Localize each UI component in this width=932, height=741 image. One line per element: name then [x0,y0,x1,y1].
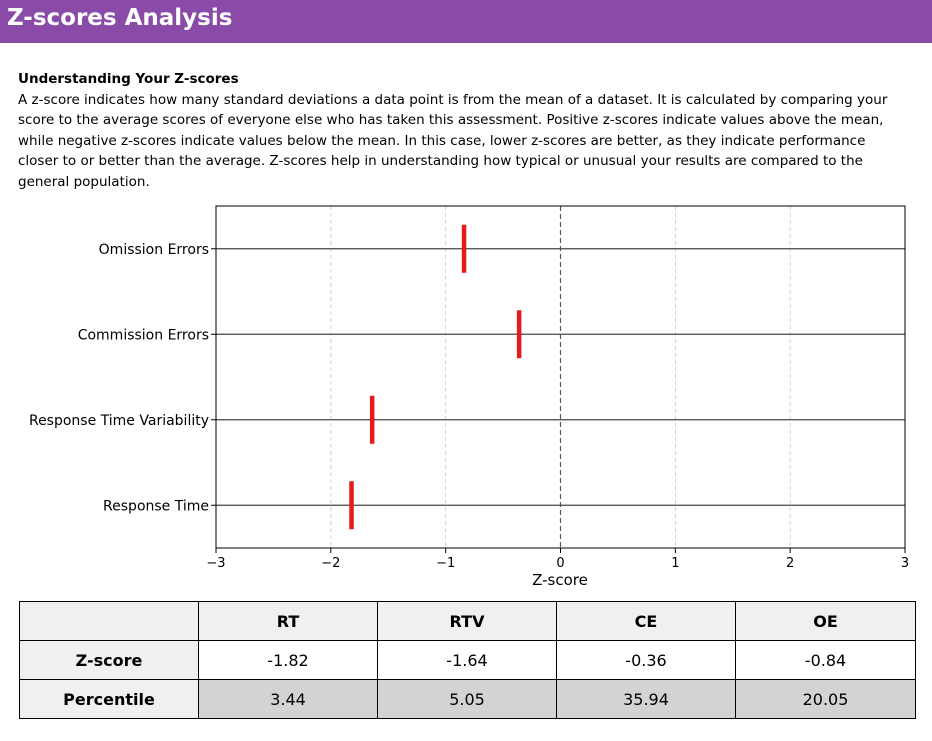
x-tick-label: 1 [671,556,679,571]
table-cell: -1.82 [198,640,378,680]
intro-heading: Understanding Your Z-scores [18,71,239,87]
zscore-chart: Omission Errors Commission Errors Response… [29,205,909,589]
x-tick-label: 2 [786,556,794,571]
table-header-cell: OE [735,601,916,641]
x-tick-label: 0 [556,556,564,571]
y-tick-label: Response Time [103,498,209,514]
row-label: Percentile [19,679,199,719]
table-cell: 20.05 [735,679,916,719]
chart-markers [349,224,522,530]
table-cell: -0.84 [735,640,916,680]
x-tick-label: −2 [321,556,340,571]
page-title: Z-scores Analysis [7,5,233,31]
table-header-cell: RTV [377,601,557,641]
x-tick-label: −1 [436,556,455,571]
table-header-cell [19,601,199,641]
row-label: Z-score [19,640,199,680]
table-cell: -1.64 [377,640,557,680]
table-header-row: RT RTV CE OE [19,601,916,641]
x-tick-label: −3 [206,556,225,571]
table-cell: 5.05 [377,679,557,719]
x-tick-label: 3 [901,556,909,571]
chart-y-labels: Omission Errors Commission Errors Response… [29,242,216,514]
table-header-cell: CE [556,601,736,641]
intro-body: A z-score indicates how many standard de… [18,91,888,190]
x-axis-label: Z-score [532,571,588,589]
chart-gridlines [330,206,791,548]
table-cell: -0.36 [556,640,736,680]
table-header-cell: RT [198,601,378,641]
table-row: Z-score -1.82 -1.64 -0.36 -0.84 [19,640,916,680]
table-cell: 3.44 [198,679,378,719]
chart-x-ticks: −3 −2 −1 0 1 2 3 [206,548,909,571]
table-cell: 35.94 [556,679,736,719]
table-row: Percentile 3.44 5.05 35.94 20.05 [19,679,916,719]
page-header: Z-scores Analysis [0,0,932,43]
y-tick-label: Response Time Variability [29,413,209,429]
intro-section: Understanding Your Z-scores A z-score in… [18,69,898,193]
y-tick-label: Commission Errors [78,327,209,343]
y-tick-label: Omission Errors [99,242,209,258]
zscore-table: RT RTV CE OE Z-score -1.82 -1.64 -0.36 -… [19,601,916,719]
